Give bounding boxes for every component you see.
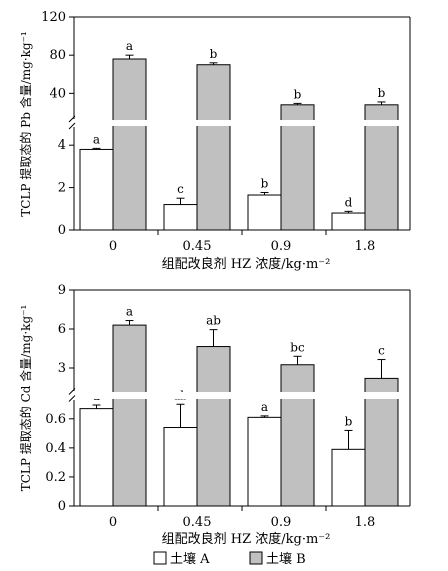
x-axis-title: 组配改良剂 HZ 浓度/kg·m⁻² xyxy=(162,256,331,272)
y-tick-label: 3 xyxy=(58,361,66,376)
significance-letter: d xyxy=(345,195,353,209)
y-tick-label: 120 xyxy=(41,10,66,25)
x-tick-label: 0.9 xyxy=(271,239,292,254)
y-axis-title: TCLP 提取态的 Cd 含量/mg·kg⁻¹ xyxy=(18,305,33,492)
y-tick-label: 0.4 xyxy=(45,441,66,456)
x-axis-title: 组配改良剂 HZ 浓度/kg·m⁻² xyxy=(162,531,331,547)
bar-soil-b-1.8 xyxy=(364,377,399,507)
significance-letter: b xyxy=(345,414,353,428)
legend-swatch-soil-a xyxy=(153,551,167,565)
axis-break-band xyxy=(73,120,411,126)
x-tick-label: 0.9 xyxy=(271,515,292,530)
significance-letter: bc xyxy=(290,340,305,354)
legend-label-soil-a: 土壤 A xyxy=(170,551,210,567)
axis-break-mark xyxy=(68,115,76,123)
bar-soil-a-1.8 xyxy=(331,212,366,231)
legend-swatch-soil-b xyxy=(249,551,263,565)
y-tick-label: 2 xyxy=(58,181,66,196)
significance-letter: a xyxy=(93,132,100,146)
significance-letter: b xyxy=(294,87,302,101)
y-tick-label: 6 xyxy=(58,322,66,337)
axis-break-mark xyxy=(68,388,76,395)
y-tick-label: 0.6 xyxy=(45,412,66,427)
bar-soil-a-0.9 xyxy=(247,194,282,231)
x-tick-label: 0 xyxy=(109,239,117,254)
x-tick-label: 1.8 xyxy=(355,515,376,530)
x-tick-label: 0.45 xyxy=(183,515,212,530)
bar-soil-a-0 xyxy=(79,408,114,507)
bar-soil-a-0.9 xyxy=(247,416,282,507)
bar-soil-b-0 xyxy=(112,324,147,507)
x-tick-label: 0.45 xyxy=(183,239,212,254)
y-tick-label: 40 xyxy=(49,86,66,101)
bar-soil-b-0 xyxy=(112,58,147,231)
significance-letter: a xyxy=(126,305,133,319)
legend-label-soil-b: 土壤 B xyxy=(266,551,306,567)
bar-soil-b-0.9 xyxy=(280,364,315,507)
axis-break-band xyxy=(73,392,411,399)
significance-letter: b xyxy=(378,86,386,100)
x-tick-label: 1.8 xyxy=(355,239,376,254)
y-tick-label: 80 xyxy=(49,48,66,63)
significance-letter: c xyxy=(177,182,184,196)
y-tick-label: 0 xyxy=(58,223,66,238)
axis-break-mark xyxy=(68,122,76,130)
significance-letter: b xyxy=(210,47,218,61)
x-tick-label: 0 xyxy=(109,515,117,530)
y-tick-label: 0 xyxy=(58,499,66,514)
bar-soil-a-0.45 xyxy=(163,427,198,507)
y-tick-label: 4 xyxy=(58,138,66,153)
y-tick-label: 0.2 xyxy=(45,470,66,485)
bar-soil-a-0.45 xyxy=(163,204,198,231)
bar-soil-b-0.45 xyxy=(196,64,231,231)
significance-letter: a xyxy=(261,400,268,414)
axis-break-mark xyxy=(68,395,76,402)
significance-letter: a xyxy=(126,39,133,53)
bar-soil-b-0.45 xyxy=(196,346,231,507)
bar-soil-a-0 xyxy=(79,148,114,231)
y-tick-label: 9 xyxy=(58,283,66,298)
significance-letter: c xyxy=(378,344,385,358)
chart-cd: aaabababcbc00.20.40.636900.450.91.8组配改良剂… xyxy=(18,283,411,547)
bar-soil-a-1.8 xyxy=(331,448,366,507)
significance-letter: ab xyxy=(206,314,221,328)
legend: 土壤 A 土壤 B xyxy=(153,551,306,567)
significance-letter: b xyxy=(261,176,269,190)
y-axis-title: TCLP 提取态的 Pb 含量/mg·kg⁻¹ xyxy=(18,31,33,216)
chart-pb: a a c b b b d b 0 2 4 40 80 120 0 0.45 0.9 1.8 组配改良剂 HZ 浓度… xyxy=(18,10,411,272)
